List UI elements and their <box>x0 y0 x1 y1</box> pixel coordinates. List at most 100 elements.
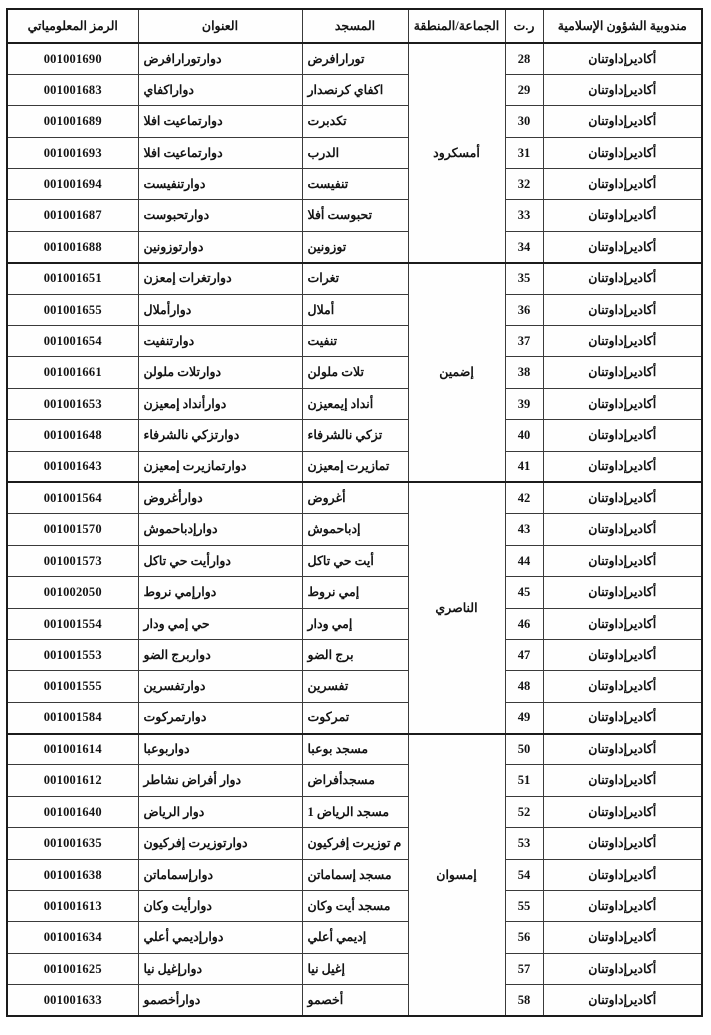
cell-delegation: أكاديرإداوتنان <box>542 701 703 735</box>
cell-code: 001001634 <box>6 921 139 954</box>
cell-number: 31 <box>504 136 544 170</box>
cell-mosque: تكدبرت <box>301 105 409 138</box>
cell-mosque: أخصمو <box>301 984 409 1017</box>
cell-code: 001001683 <box>6 73 139 107</box>
cell-number: 38 <box>504 356 544 389</box>
table-row: أكاديرإداوتنان 43 إدباحموش دوارإدباحموش 0010… <box>6 513 703 546</box>
table-row: أكاديرإداوتنان 35 إضمين تغرات دوارتغرات إمعز… <box>6 261 703 483</box>
table-row: أكاديرإداوتنان 46 إمي ودار حي إمي ودار 00100… <box>6 607 703 640</box>
cell-delegation: أكاديرإداوتنان <box>542 41 703 75</box>
table-row: أكاديرإداوتنان 32 تنفيست دوارتنفيست 00100169… <box>6 168 703 201</box>
column-header-region: الجماعة/المنطقة <box>407 8 506 44</box>
cell-number: 42 <box>504 481 544 515</box>
table-row: أكاديرإداوتنان 54 مسجد إسماماتن دوارإسمامات… <box>6 858 703 892</box>
cell-number: 54 <box>504 858 544 892</box>
cell-address: دوارتغرات إمعزن <box>137 261 303 295</box>
cell-number: 47 <box>504 638 544 672</box>
cell-mosque: إدباحموش <box>301 513 409 546</box>
cell-mosque: برج الضو <box>301 638 409 672</box>
cell-delegation: أكاديرإداوتنان <box>542 858 703 892</box>
cell-delegation: أكاديرإداوتنان <box>542 984 703 1017</box>
cell-delegation: أكاديرإداوتنان <box>542 576 703 609</box>
cell-number: 40 <box>504 419 544 452</box>
cell-delegation: أكاديرإداوتنان <box>542 952 703 986</box>
table-row: أكاديرإداوتنان 47 برج الضو دواربرج الضو 0010… <box>6 638 703 672</box>
cell-number: 41 <box>504 450 544 483</box>
cell-number: 36 <box>504 293 544 327</box>
cell-code: 001001648 <box>6 419 139 452</box>
cell-mosque: مسجدأفراض <box>301 764 409 797</box>
cell-number: 51 <box>504 764 544 797</box>
cell-address: دوارتوزيرت إفركيون <box>137 827 303 860</box>
cell-code: 001001654 <box>6 325 139 358</box>
cell-number: 53 <box>504 827 544 860</box>
table-body: أكاديرإداوتنان 28 أمسكرود تورارافرض دوارتورا… <box>6 41 703 1017</box>
cell-mosque: اكفاي كرنصدار <box>301 73 409 107</box>
table-row: أكاديرإداوتنان 49 تمركوت دوارتمركوت 00100158… <box>6 701 703 735</box>
cell-code: 001001613 <box>6 890 139 923</box>
column-header-delegation: مندوبية الشؤون الإسلامية <box>542 8 703 44</box>
cell-address: دوارتلات ملولن <box>137 356 303 389</box>
table-row: أكاديرإداوتنان 44 أيت حي تاكل دوارأيت حي تا… <box>6 544 703 578</box>
table-row: أكاديرإداوتنان 28 أمسكرود تورارافرض دوارتورا… <box>6 41 703 264</box>
table-row: أكاديرإداوتنان 37 تنفيت دوارتنفيت 001001654 <box>6 325 703 358</box>
cell-address: دوارأنداد إمعيزن <box>137 387 303 421</box>
column-header-code: الرمز المعلومياتي <box>6 8 139 44</box>
cell-code: 001001651 <box>6 261 139 295</box>
cell-mosque: أملال <box>301 293 409 327</box>
table-row: أكاديرإداوتنان 56 إديمي أعلي دوارإديمي أعلي… <box>6 921 703 954</box>
table-row: أكاديرإداوتنان 51 مسجدأفراض دوار أفراض نشاط… <box>6 764 703 797</box>
table-row: أكاديرإداوتنان 29 اكفاي كرنصدار دواراكفاي 00… <box>6 73 703 107</box>
cell-code: 001001687 <box>6 199 139 232</box>
cell-code: 001001653 <box>6 387 139 421</box>
cell-address: دوارإمي نروط <box>137 576 303 609</box>
cell-address: دوارتزكي نالشرفاء <box>137 419 303 452</box>
table-row: أكاديرإداوتنان 39 أنداد إيمعيزن دوارأنداد إ… <box>6 387 703 421</box>
cell-delegation: أكاديرإداوتنان <box>542 105 703 138</box>
cell-number: 32 <box>504 168 544 201</box>
table-row: أكاديرإداوتنان 52 مسجد الرياض 1 دوار الرياض… <box>6 795 703 829</box>
table-row: أكاديرإداوتنان 41 تمازيرت إمعيزن دوارتمازير… <box>6 450 703 483</box>
cell-code: 001001573 <box>6 544 139 578</box>
cell-code: 001001688 <box>6 230 139 264</box>
cell-mosque: م توزيرت إفركيون <box>301 827 409 860</box>
cell-code: 001001614 <box>6 732 139 766</box>
cell-code: 001002050 <box>6 576 139 609</box>
cell-code: 001001643 <box>6 450 139 483</box>
cell-code: 001001584 <box>6 701 139 735</box>
cell-code: 001001661 <box>6 356 139 389</box>
column-header-address: العنوان <box>137 8 303 44</box>
cell-address: دواربرج الضو <box>137 638 303 672</box>
cell-number: 57 <box>504 952 544 986</box>
cell-code: 001001635 <box>6 827 139 860</box>
cell-address: دوارأملال <box>137 293 303 327</box>
cell-number: 45 <box>504 576 544 609</box>
cell-delegation: أكاديرإداوتنان <box>542 481 703 515</box>
cell-number: 58 <box>504 984 544 1017</box>
table-header: مندوبية الشؤون الإسلامية ر.ت الجماعة/الم… <box>6 8 703 44</box>
cell-number: 30 <box>504 105 544 138</box>
cell-delegation: أكاديرإداوتنان <box>542 387 703 421</box>
cell-mosque: تورارافرض <box>301 41 409 75</box>
cell-code: 001001625 <box>6 952 139 986</box>
table-row: أكاديرإداوتنان 53 م توزيرت إفركيون دوارتوزي… <box>6 827 703 860</box>
cell-mosque: مسجد إسماماتن <box>301 858 409 892</box>
cell-mosque: تنفيست <box>301 168 409 201</box>
cell-delegation: أكاديرإداوتنان <box>542 638 703 672</box>
cell-number: 50 <box>504 732 544 766</box>
cell-delegation: أكاديرإداوتنان <box>542 325 703 358</box>
cell-delegation: أكاديرإداوتنان <box>542 827 703 860</box>
cell-number: 33 <box>504 199 544 232</box>
table-row: أكاديرإداوتنان 50 إمسوان مسجد بوعبا دواربوعب… <box>6 732 703 1017</box>
cell-number: 44 <box>504 544 544 578</box>
table-row: أكاديرإداوتنان 33 تحبوست أفلا دوارتحبوست 001… <box>6 199 703 232</box>
cell-number: 48 <box>504 670 544 703</box>
cell-mosque: إمي نروط <box>301 576 409 609</box>
cell-delegation: أكاديرإداوتنان <box>542 764 703 797</box>
cell-mosque: تمازيرت إمعيزن <box>301 450 409 483</box>
table-row: أكاديرإداوتنان 48 تفسرين دوارتفسرين 00100155… <box>6 670 703 703</box>
cell-address: دوارتمركوت <box>137 701 303 735</box>
table-row: أكاديرإداوتنان 55 مسجد أيت وكان دوارأيت وكا… <box>6 890 703 923</box>
cell-address: دوارتماعيت افلا <box>137 136 303 170</box>
table-row: أكاديرإداوتنان 36 أملال دوارأملال 001001655 <box>6 293 703 327</box>
